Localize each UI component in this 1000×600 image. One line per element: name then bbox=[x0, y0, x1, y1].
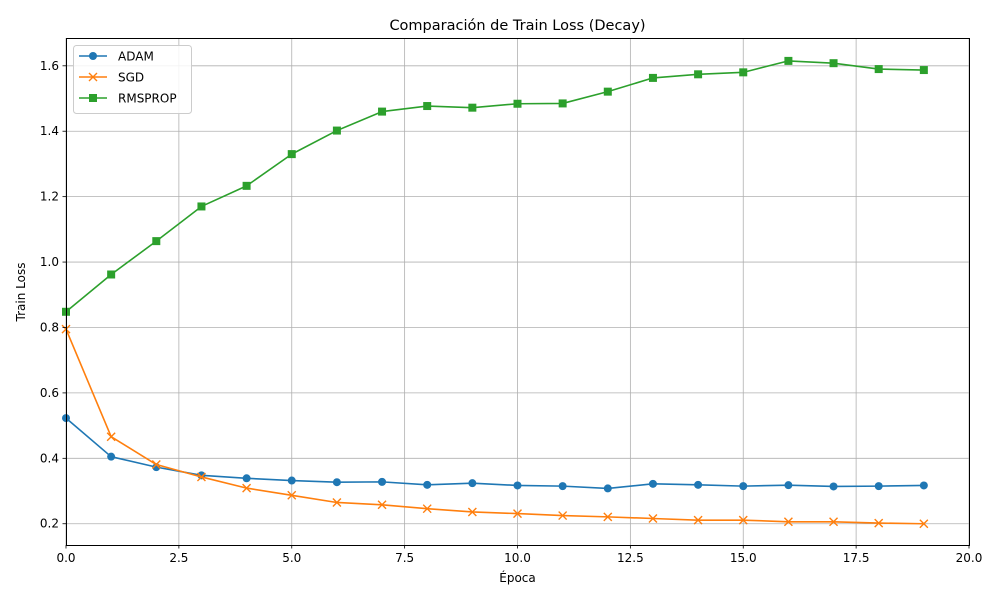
data-point-sgd bbox=[106, 432, 116, 442]
legend-item-sgd: SGD bbox=[79, 71, 144, 85]
legend-box bbox=[73, 45, 192, 114]
data-point-adam bbox=[603, 484, 612, 493]
data-point-sgd bbox=[919, 519, 929, 529]
legend-marker-adam bbox=[89, 52, 97, 60]
data-point-adam bbox=[919, 481, 928, 490]
data-point-adam bbox=[423, 480, 432, 489]
y-tick-label: 1.6 bbox=[40, 59, 59, 73]
y-tick-label: 1.2 bbox=[40, 190, 59, 204]
x-tick-label: 7.5 bbox=[395, 551, 414, 565]
data-point-rmsprop bbox=[784, 56, 793, 65]
data-point-sgd bbox=[738, 515, 748, 525]
data-point-adam bbox=[558, 482, 567, 491]
data-point-rmsprop bbox=[739, 68, 748, 77]
series-line-rmsprop bbox=[65, 60, 924, 313]
legend-label-adam: ADAM bbox=[118, 50, 154, 64]
data-point-rmsprop bbox=[287, 150, 296, 159]
x-axis: 0.0 2.5 5.0 7.5 10.0 12.5 15.0 17.5 20.0 bbox=[56, 545, 982, 565]
legend-marker-rmsprop bbox=[89, 94, 97, 102]
y-tick-label: 0.8 bbox=[40, 320, 59, 334]
data-point-adam bbox=[468, 479, 477, 488]
data-point-sgd bbox=[151, 460, 161, 470]
x-tick-label: 5.0 bbox=[282, 551, 301, 565]
data-point-sgd bbox=[242, 483, 252, 493]
data-point-adam bbox=[513, 481, 522, 490]
chart-title: Comparación de Train Loss (Decay) bbox=[389, 18, 645, 34]
y-tick-label: 0.6 bbox=[40, 386, 59, 400]
data-point-sgd bbox=[377, 500, 387, 510]
legend-item-adam: ADAM bbox=[79, 50, 154, 64]
data-point-rmsprop bbox=[332, 126, 341, 135]
data-point-rmsprop bbox=[197, 202, 206, 211]
data-point-sgd bbox=[332, 497, 342, 507]
series-line-sgd bbox=[65, 328, 924, 525]
data-point-rmsprop bbox=[468, 103, 477, 112]
data-point-rmsprop bbox=[648, 73, 657, 82]
data-point-sgd bbox=[874, 518, 884, 528]
x-tick-label: 12.5 bbox=[617, 551, 644, 565]
x-tick-label: 20.0 bbox=[956, 551, 983, 565]
x-tick-label: 2.5 bbox=[169, 551, 188, 565]
series-sgd bbox=[61, 324, 929, 529]
x-tick-label: 10.0 bbox=[504, 551, 531, 565]
data-point-rmsprop bbox=[152, 237, 161, 246]
legend-label-sgd: SGD bbox=[118, 71, 144, 85]
data-point-sgd bbox=[196, 472, 206, 482]
data-point-adam bbox=[874, 482, 883, 491]
legend-marker-sgd bbox=[88, 72, 98, 82]
data-point-rmsprop bbox=[107, 270, 116, 279]
data-point-adam bbox=[242, 474, 251, 483]
data-point-adam bbox=[332, 478, 341, 487]
data-point-sgd bbox=[513, 509, 522, 519]
data-point-sgd bbox=[558, 511, 568, 521]
x-axis-title: Época bbox=[499, 570, 536, 585]
data-point-adam bbox=[378, 477, 387, 486]
plot-frame bbox=[66, 38, 970, 546]
data-point-sgd bbox=[287, 490, 297, 500]
data-point-sgd bbox=[603, 512, 613, 522]
data-point-adam bbox=[784, 481, 793, 490]
x-tick-label: 0.0 bbox=[56, 551, 75, 565]
data-point-sgd bbox=[829, 517, 839, 527]
data-point-rmsprop bbox=[829, 59, 838, 68]
data-point-rmsprop bbox=[558, 99, 567, 108]
data-point-rmsprop bbox=[874, 65, 883, 74]
data-point-rmsprop bbox=[378, 107, 387, 116]
data-point-sgd bbox=[693, 515, 703, 525]
series-group bbox=[61, 56, 929, 529]
series-rmsprop bbox=[62, 56, 928, 316]
data-point-rmsprop bbox=[423, 102, 432, 111]
x-tick-label: 17.5 bbox=[843, 551, 870, 565]
data-point-rmsprop bbox=[603, 87, 612, 96]
legend-label-rmsprop: RMSPROP bbox=[118, 92, 177, 106]
y-tick-label: 0.2 bbox=[40, 517, 59, 531]
data-point-sgd bbox=[467, 507, 477, 517]
data-point-adam bbox=[287, 476, 296, 485]
data-point-adam bbox=[739, 482, 748, 491]
data-point-rmsprop bbox=[694, 70, 703, 79]
y-tick-label: 0.4 bbox=[40, 451, 59, 465]
x-tick-label: 15.0 bbox=[730, 551, 757, 565]
data-point-rmsprop bbox=[242, 181, 251, 190]
y-axis: 0.2 0.4 0.6 0.8 1.0 1.2 1.4 1.6 bbox=[40, 59, 66, 531]
data-point-adam bbox=[829, 482, 838, 491]
legend: ADAM SGD RMSPROP bbox=[73, 45, 192, 114]
series-line-adam bbox=[65, 417, 924, 490]
data-point-sgd bbox=[783, 517, 793, 527]
y-tick-label: 1.0 bbox=[40, 255, 59, 269]
data-point-sgd bbox=[422, 504, 432, 514]
data-point-adam bbox=[694, 480, 703, 489]
data-point-sgd bbox=[648, 514, 658, 523]
legend-item-rmsprop: RMSPROP bbox=[79, 92, 177, 106]
y-tick-label: 1.4 bbox=[40, 124, 59, 138]
data-point-adam bbox=[648, 479, 657, 488]
y-axis-title: Train Loss bbox=[14, 263, 28, 323]
series-adam bbox=[62, 414, 928, 493]
data-point-adam bbox=[107, 452, 116, 461]
data-point-rmsprop bbox=[513, 99, 522, 108]
data-point-rmsprop bbox=[919, 66, 928, 75]
